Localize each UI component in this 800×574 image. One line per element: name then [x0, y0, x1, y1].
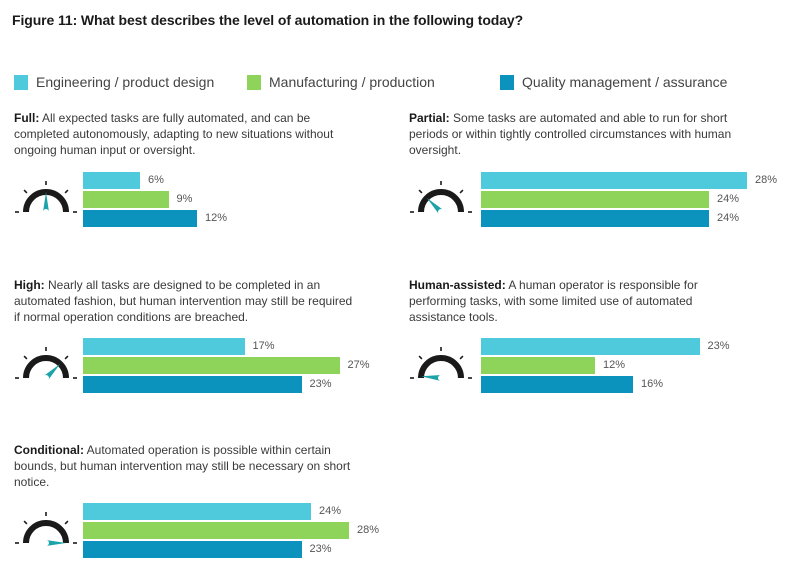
gauge-icon-conditional: [15, 512, 77, 546]
gauge-tick: [64, 520, 69, 525]
gauge-tick: [418, 355, 423, 360]
bar-label-human-quality: 16%: [641, 378, 664, 390]
panel-description-partial: Partial: Some tasks are automated and ab…: [409, 110, 749, 158]
legend-item-engineering: Engineering / product design: [14, 74, 214, 90]
panel-description-conditional: Conditional: Automated operation is poss…: [14, 442, 354, 490]
bar-high-quality: [83, 376, 302, 393]
bar-label-full-manufacturing: 9%: [176, 193, 193, 205]
bar-label-partial-manufacturing: 24%: [717, 193, 740, 205]
bar-high-engineering: [83, 338, 245, 355]
panel-description-human: Human-assisted: A human operator is resp…: [409, 277, 749, 325]
panel-name-conditional: Conditional:: [14, 443, 84, 457]
gauge-tick: [64, 189, 69, 194]
gauge-arc: [418, 189, 464, 213]
bar-partial-quality: [481, 210, 709, 227]
gauge-arc: [23, 520, 69, 544]
bar-label-full-engineering: 6%: [148, 174, 164, 186]
bar-partial-manufacturing: [481, 191, 709, 208]
bar-full-manufacturing: [83, 191, 169, 208]
bar-full-quality: [83, 210, 197, 227]
gauge-icon-full: [15, 181, 77, 213]
gauge-tick: [459, 355, 464, 360]
bar-label-partial-quality: 24%: [717, 212, 740, 224]
bar-conditional-engineering: [83, 503, 311, 520]
panel-text-human: A human operator is responsible for perf…: [409, 278, 698, 324]
panel-name-full: Full:: [14, 111, 40, 125]
panel-text-conditional: Automated operation is possible within c…: [14, 443, 351, 489]
gauge-needle: [43, 363, 61, 381]
panel-text-full: All expected tasks are fully automated, …: [14, 111, 334, 157]
panel-name-high: High:: [14, 278, 45, 292]
legend-swatch-quality: [500, 74, 514, 90]
bar-label-high-quality: 23%: [309, 378, 332, 390]
bar-label-human-manufacturing: 12%: [603, 359, 626, 371]
gauge-arc: [23, 355, 69, 379]
legend-item-quality: Quality management / assurance: [500, 74, 727, 90]
bar-label-conditional-engineering: 24%: [319, 505, 342, 517]
gauge-arc: [418, 355, 464, 379]
legend-label-manufacturing: Manufacturing / production: [269, 74, 435, 90]
figure-title: Figure 11: What best describes the level…: [12, 12, 524, 28]
gauge-tick: [418, 189, 423, 194]
gauge-needle: [46, 540, 66, 546]
legend-item-manufacturing: Manufacturing / production: [247, 74, 435, 90]
gauge-tick: [64, 355, 69, 360]
bar-human-quality: [481, 376, 633, 393]
gauge-icon-human: [410, 347, 472, 381]
bar-label-high-manufacturing: 27%: [347, 359, 370, 371]
bar-label-full-quality: 12%: [205, 212, 228, 224]
panel-text-partial: Some tasks are automated and able to run…: [409, 111, 732, 157]
bar-partial-engineering: [481, 172, 747, 189]
legend-swatch-engineering: [14, 74, 28, 90]
bar-human-manufacturing: [481, 357, 595, 374]
legend-swatch-manufacturing: [247, 74, 261, 90]
gauge-icon-high: [15, 347, 77, 381]
gauge-needle: [421, 375, 442, 381]
bar-label-human-engineering: 23%: [707, 340, 730, 352]
gauge-needle: [43, 192, 49, 212]
panel-name-human: Human-assisted:: [409, 278, 506, 292]
bar-high-manufacturing: [83, 357, 340, 374]
gauge-tick: [23, 520, 28, 525]
gauge-tick: [459, 189, 464, 194]
bar-label-high-engineering: 17%: [252, 340, 275, 352]
bar-conditional-manufacturing: [83, 522, 349, 539]
gauge-needle: [426, 197, 444, 215]
gauge-tick: [23, 189, 28, 194]
bar-conditional-quality: [83, 541, 302, 558]
legend-label-quality: Quality management / assurance: [522, 74, 728, 90]
panel-text-high: Nearly all tasks are designed to be comp…: [14, 278, 353, 324]
bar-human-engineering: [481, 338, 700, 355]
gauge-icon-partial: [410, 181, 472, 215]
bar-full-engineering: [83, 172, 140, 189]
panel-description-high: High: Nearly all tasks are designed to b…: [14, 277, 354, 325]
bar-label-conditional-manufacturing: 28%: [357, 524, 380, 536]
gauge-tick: [23, 355, 28, 360]
legend-label-engineering: Engineering / product design: [36, 74, 215, 90]
bar-label-partial-engineering: 28%: [755, 174, 778, 186]
panel-description-full: Full: All expected tasks are fully autom…: [14, 110, 354, 158]
bar-label-conditional-quality: 23%: [309, 543, 332, 555]
panel-name-partial: Partial:: [409, 111, 450, 125]
